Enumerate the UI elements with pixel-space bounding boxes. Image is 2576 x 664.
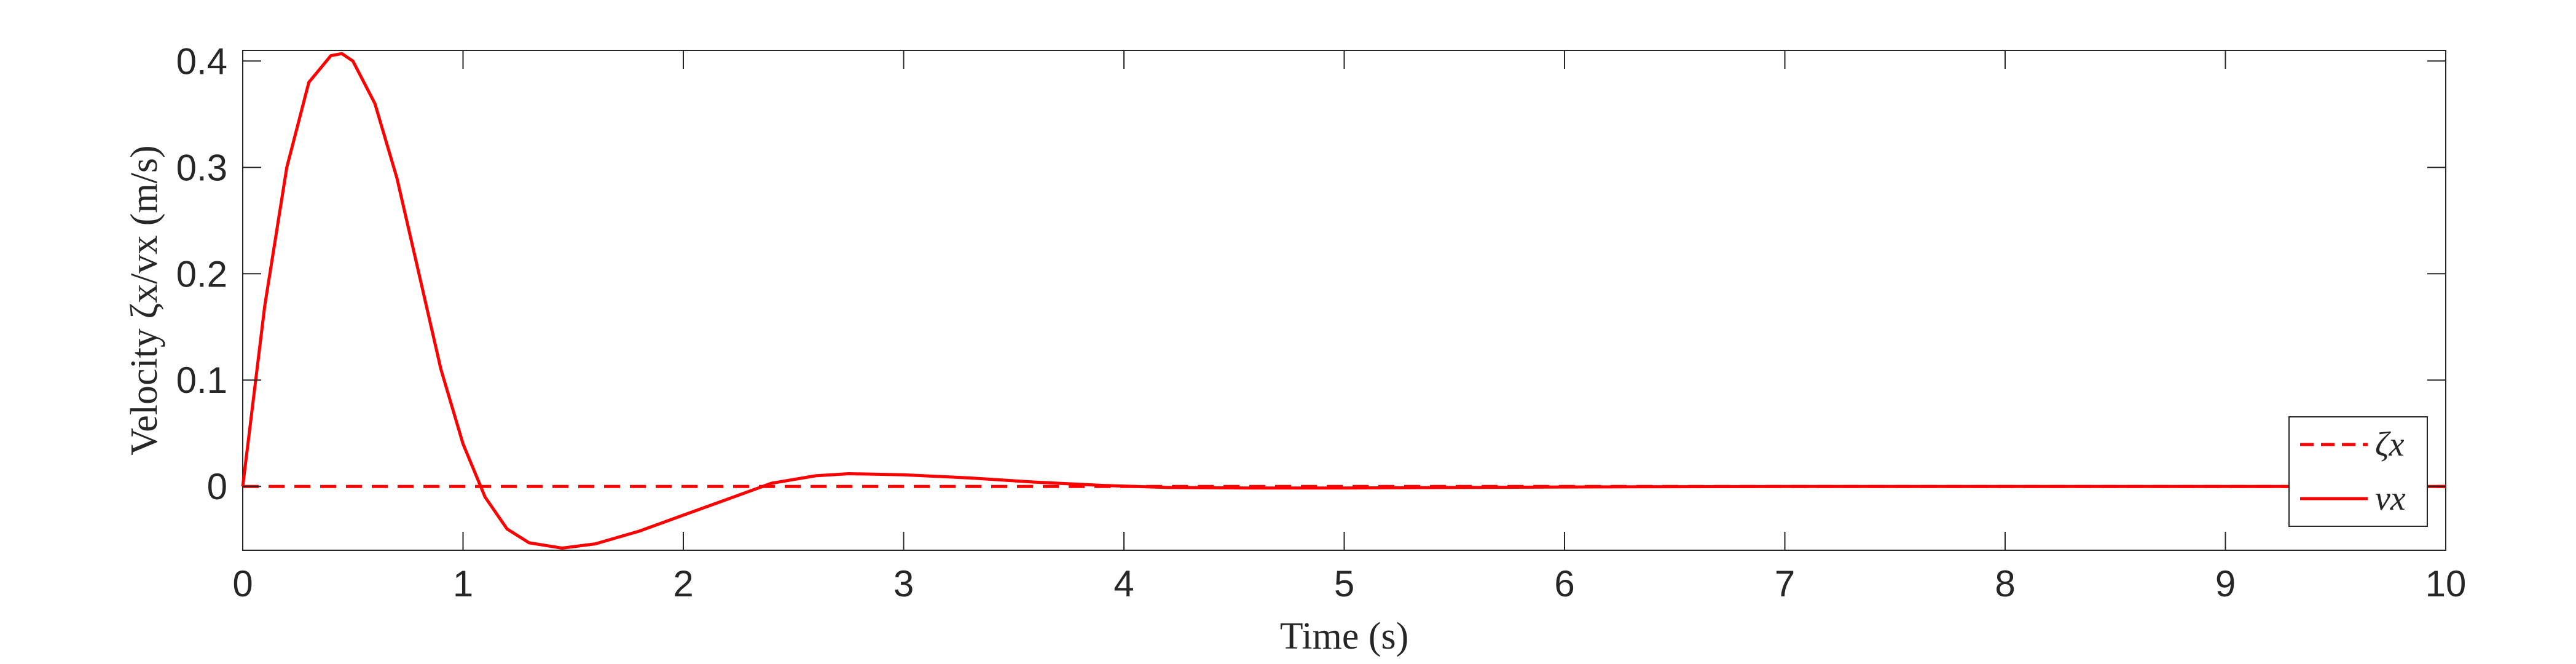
series-line-v: [241, 52, 2446, 550]
y-tick-label: 0.4: [176, 41, 227, 82]
ticks-group: 0 1 2 3 4 5 6 7 8 9 10 0 0.1 0.2 0.3 0.4: [176, 41, 2467, 604]
y-tick-label: 0.2: [176, 253, 227, 294]
x-tick-label: 5: [1334, 563, 1354, 604]
x-tick-label: 4: [1113, 563, 1134, 604]
x-tick-label: 7: [1775, 563, 1795, 604]
legend-box: [2288, 416, 2428, 527]
x-tick-label: 8: [1995, 563, 2015, 604]
axes-box: [242, 50, 2446, 551]
x-tick-label: 1: [453, 563, 473, 604]
x-axis-label: Time (s): [1280, 615, 1409, 657]
plot-area: [242, 50, 2446, 551]
legend-label-v: vx: [2375, 480, 2406, 518]
legend-label-zeta: ζx: [2375, 425, 2405, 464]
x-tick-label: 0: [232, 563, 253, 604]
y-axis-label: Velocity ζx/vx (m/s): [124, 145, 165, 455]
x-tick-label: 10: [2425, 563, 2467, 604]
y-tick-label: 0.1: [176, 360, 227, 401]
y-tick-label: 0: [207, 466, 227, 507]
x-tick-label: 9: [2215, 563, 2236, 604]
x-tick-label: 3: [893, 563, 914, 604]
y-tick-label: 0.3: [176, 147, 227, 188]
legend: ζx vx: [2288, 416, 2428, 527]
x-tick-label: 2: [673, 563, 693, 604]
series-group: [241, 52, 2446, 550]
x-tick-label: 6: [1554, 563, 1574, 604]
